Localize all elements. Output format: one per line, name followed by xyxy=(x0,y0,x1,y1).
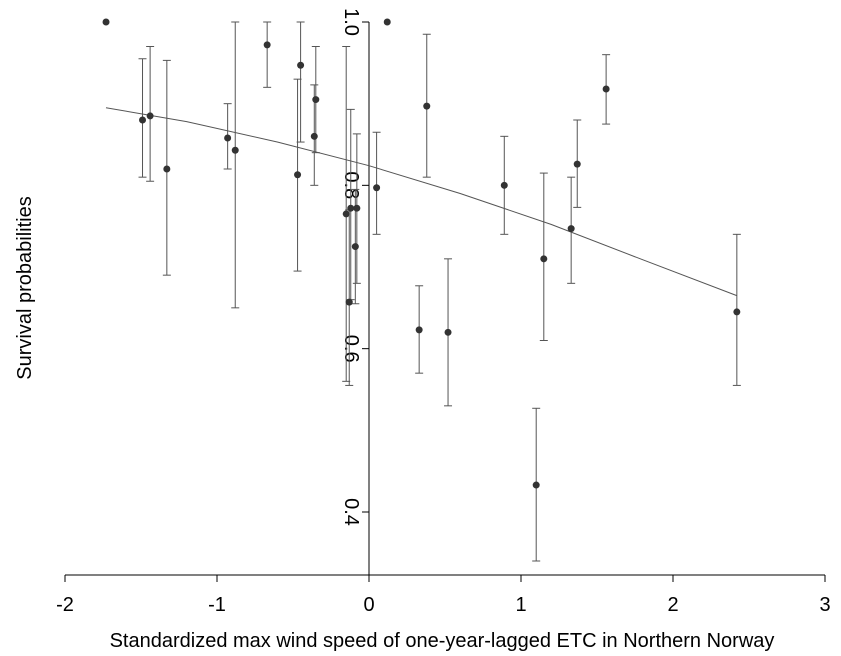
y-axis-label: Survival probabilities xyxy=(14,196,36,379)
data-point xyxy=(263,41,271,49)
data-point xyxy=(345,298,353,306)
data-point xyxy=(312,96,320,104)
data-points xyxy=(102,18,741,489)
data-point xyxy=(602,85,610,93)
data-point xyxy=(415,326,423,334)
x-tick-label: -1 xyxy=(208,594,226,616)
data-point xyxy=(294,171,302,179)
fit-line xyxy=(105,107,737,297)
y-tick-label: 1.0 xyxy=(340,8,362,36)
data-point xyxy=(163,165,171,173)
x-axis-label: Standardized max wind speed of one-year-… xyxy=(110,630,775,652)
data-point xyxy=(423,102,431,110)
x-tick-label: 0 xyxy=(363,594,374,616)
data-point xyxy=(383,18,391,26)
data-point xyxy=(139,116,147,124)
data-point xyxy=(231,146,239,154)
data-point xyxy=(224,134,232,142)
fit-line-group xyxy=(105,107,737,297)
data-point xyxy=(310,132,318,140)
x-tick-label: 2 xyxy=(667,594,678,616)
data-point xyxy=(733,308,741,316)
data-point xyxy=(532,481,540,489)
data-point xyxy=(353,204,361,212)
data-point xyxy=(297,61,305,69)
y-tick-label: 0.6 xyxy=(340,335,362,363)
data-point xyxy=(500,181,508,189)
data-point xyxy=(351,243,359,251)
data-point xyxy=(146,112,154,120)
error-bars xyxy=(138,21,741,562)
data-point xyxy=(373,184,381,192)
data-point xyxy=(102,18,110,26)
y-tick-label: 0.4 xyxy=(340,498,362,526)
data-point xyxy=(444,328,452,336)
data-point xyxy=(342,210,350,218)
x-tick-label: -2 xyxy=(56,594,74,616)
axes: -2 -1 0 1 2 30.40.60.81.0 xyxy=(56,8,830,616)
x-tick-label: 3 xyxy=(819,594,830,616)
data-point xyxy=(573,160,581,168)
data-point xyxy=(540,255,548,263)
data-point xyxy=(567,225,575,233)
x-tick-label: 1 xyxy=(515,594,526,616)
data-point xyxy=(347,204,355,212)
